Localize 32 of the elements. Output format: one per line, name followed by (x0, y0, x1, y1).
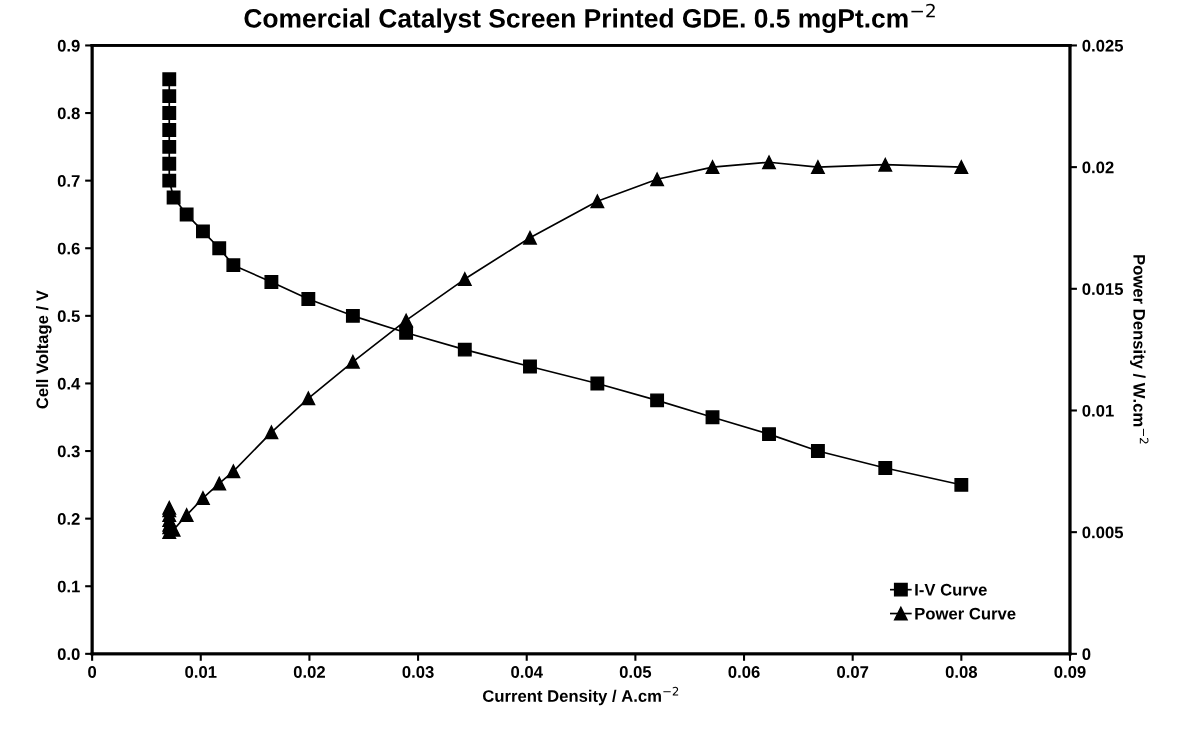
y-tick-label: 0.1 (57, 580, 80, 593)
x-tick-label: 0.05 (619, 666, 652, 678)
x-tick-label: 0 (88, 666, 97, 678)
x-tick-label: 0.08 (945, 666, 978, 678)
y2-tick-label: 0.005 (1082, 526, 1124, 539)
y2-axis-title: Power Density / W.cm$^{−2}$ (1130, 255, 1149, 444)
legend-label: Power Curve (915, 607, 1016, 620)
x-tick-label: 0.07 (837, 666, 869, 678)
y-tick-label: 0.3 (57, 445, 80, 458)
y2-tick-label: 0.025 (1082, 39, 1124, 52)
x-tick-label: 0.06 (728, 666, 760, 678)
x-tick-label: 0.04 (511, 666, 543, 678)
y-tick-label: 0.6 (57, 242, 80, 255)
y-tick-label: 0.0 (57, 648, 80, 661)
legend-label: I-V Curve (915, 583, 987, 596)
x-tick-label: 0.01 (185, 666, 217, 678)
y-tick-label: 0.9 (57, 39, 80, 52)
y2-tick-label: 0.01 (1082, 404, 1114, 417)
y2-tick-label: 0.02 (1082, 161, 1114, 174)
y2-tick-label: 0.015 (1082, 283, 1124, 296)
y2-tick-label: 0 (1082, 648, 1091, 661)
y-tick-label: 0.2 (57, 513, 80, 525)
x-tick-label: 0.02 (293, 666, 325, 678)
y-tick-label: 0.5 (57, 310, 80, 323)
chart-title: Comercial Catalyst Screen Printed GDE. 0.5 mgPt.cm$^{−2}$ (244, 3, 935, 34)
y-tick-label: 0.4 (57, 377, 81, 390)
x-axis-title: Current Density / A.cm$^{−2}$ (482, 686, 679, 706)
y-tick-label: 0.8 (57, 107, 80, 120)
x-tick-label: 0.09 (1054, 666, 1086, 678)
x-tick-label: 0.03 (402, 666, 434, 678)
y-tick-label: 0.7 (57, 175, 80, 187)
y-axis-title: Cell Voltage / V (35, 290, 52, 409)
